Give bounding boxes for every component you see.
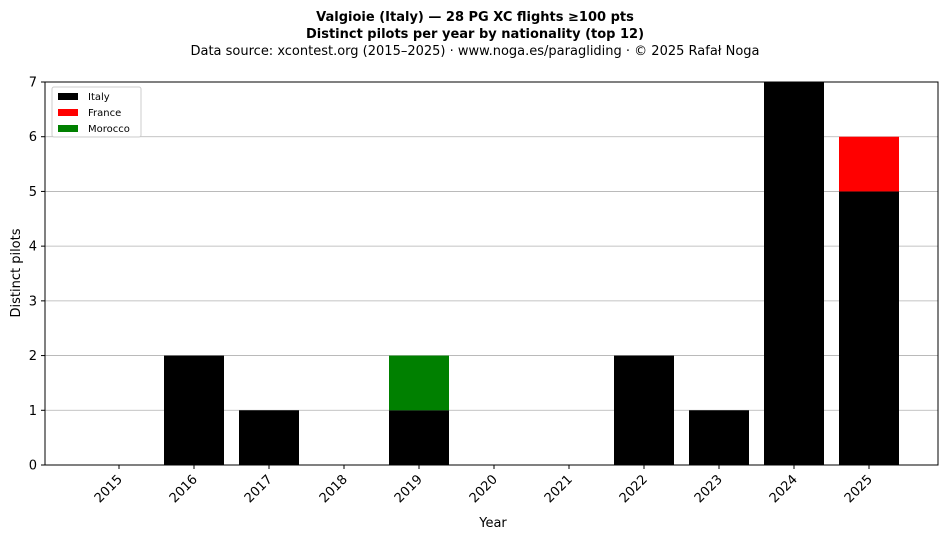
x-tick-label: 2016 (167, 472, 201, 506)
x-tick-label: 2023 (692, 472, 726, 506)
legend-label-italy: Italy (88, 92, 110, 103)
bar-italy-2023 (689, 410, 749, 465)
legend-label-morocco: Morocco (88, 124, 130, 135)
chart-source: Data source: xcontest.org (2015–2025) · … (190, 44, 759, 59)
y-tick-label: 0 (29, 459, 37, 474)
bar-italy-2019 (389, 410, 449, 465)
y-tick-label: 4 (29, 240, 37, 255)
bar-italy-2016 (164, 355, 224, 465)
bar-italy-2025 (839, 191, 899, 465)
legend-label-france: France (88, 108, 121, 119)
y-tick-label: 5 (29, 185, 37, 200)
legend-swatch-morocco (58, 125, 78, 132)
x-tick-label: 2024 (767, 472, 801, 506)
y-axis-label: Distinct pilots (9, 228, 24, 317)
chart-title: Valgioie (Italy) — 28 PG XC flights ≥100… (316, 10, 634, 25)
x-tick-label: 2015 (92, 472, 126, 506)
plot-frame (44, 81, 939, 466)
x-tick-label: 2019 (392, 472, 426, 506)
bar-france-2025 (839, 136, 899, 192)
x-tick-label: 2018 (317, 472, 351, 506)
legend-swatch-france (58, 109, 78, 116)
bar-italy-2024 (764, 82, 824, 465)
bars-group (164, 82, 899, 465)
chart-subtitle: Distinct pilots per year by nationality … (306, 27, 644, 42)
x-tick-label: 2021 (542, 472, 576, 506)
y-tick-label: 7 (29, 76, 37, 91)
x-tick-label: 2025 (842, 472, 876, 506)
x-axis-label: Year (478, 516, 507, 531)
bar-italy-2022 (614, 355, 674, 465)
legend: Italy France Morocco (51, 86, 142, 138)
x-axis-ticks: 2015 2016 2017 2018 2019 2020 2021 2022 2023 2024… (92, 465, 876, 506)
bar-italy-2017 (239, 410, 299, 465)
bar-morocco-2019 (389, 355, 449, 411)
y-axis-ticks: 0 1 2 3 4 5 6 7 (29, 76, 45, 474)
x-tick-label: 2020 (467, 472, 501, 506)
y-tick-label: 6 (29, 130, 37, 145)
y-tick-label: 1 (29, 404, 37, 419)
x-tick-label: 2017 (242, 472, 276, 506)
legend-swatch-italy (58, 93, 78, 100)
x-tick-label: 2022 (617, 472, 651, 506)
y-tick-label: 2 (29, 349, 37, 364)
y-tick-label: 3 (29, 294, 37, 309)
